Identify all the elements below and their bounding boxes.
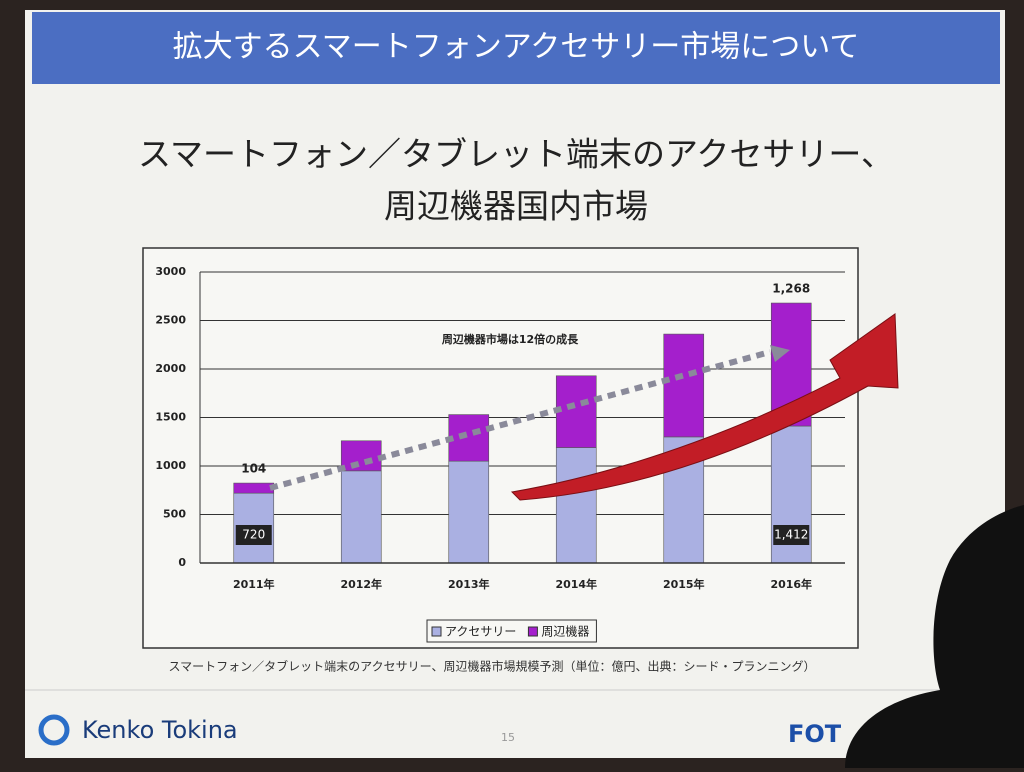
legend-label: 周辺機器	[541, 624, 589, 639]
trend-arrow-head	[770, 345, 790, 362]
y-tick-label: 1000	[155, 459, 186, 472]
bar-segment	[340, 440, 382, 472]
value-label: 1,268	[772, 282, 810, 296]
legend-swatch	[527, 626, 538, 637]
header-bar	[32, 12, 1000, 84]
chart-frame	[142, 247, 859, 649]
value-label-box	[773, 525, 810, 545]
x-tick-label: 2015年	[663, 577, 705, 591]
bar-segment	[663, 333, 705, 438]
x-tick-label: 2013年	[448, 577, 490, 591]
y-tick-label: 500	[163, 508, 186, 521]
header-title: 拡大するスマートフォンアクセサリー市場について	[173, 30, 860, 65]
y-tick-label: 1500	[155, 411, 186, 424]
chart-title: スマートフォン／タブレット端末のアクセサリー、	[138, 135, 894, 174]
logo-text: FOT	[788, 720, 842, 748]
bar-segment	[448, 460, 490, 564]
bar-segment	[448, 414, 490, 462]
chart-title: 周辺機器国内市場	[384, 187, 648, 226]
audience-silhouette	[845, 505, 1024, 768]
value-label: 1,412	[774, 528, 808, 542]
value-label: 720	[242, 528, 265, 542]
bar-segment	[555, 375, 597, 448]
x-tick-label: 2011年	[233, 577, 275, 591]
y-tick-label: 2500	[155, 314, 186, 327]
page-number: 15	[501, 731, 515, 744]
y-tick-label: 2000	[155, 362, 186, 375]
logo-icon	[38, 714, 70, 746]
x-tick-label: 2016年	[770, 577, 812, 591]
y-tick-label: 0	[178, 556, 186, 569]
legend-label: アクセサリー	[445, 625, 516, 639]
plot: 0 500 1000 1500 2000 2500 3000 周辺機器市場は12倍の成長 201…	[155, 265, 845, 643]
annotation: 周辺機器市場は12倍の成長	[442, 332, 579, 346]
growth-arrow	[510, 313, 899, 501]
bar-segment	[555, 447, 597, 564]
caption: スマートフォン／タブレット端末のアクセサリー、周辺機器市場規模予測（単位：億円、…	[169, 659, 816, 674]
y-tick-label: 3000	[155, 265, 186, 278]
bar-segment	[233, 482, 275, 494]
value-label-box	[235, 525, 272, 545]
x-tick-label: 2012年	[340, 577, 382, 591]
legend-swatch	[431, 626, 442, 637]
value-label: 104	[241, 462, 266, 476]
trend-arrow	[269, 349, 771, 491]
bar-segment	[340, 470, 382, 564]
brand: Kenko Tokina	[82, 716, 238, 744]
x-tick-label: 2014年	[555, 577, 597, 591]
legend-box	[426, 619, 597, 643]
